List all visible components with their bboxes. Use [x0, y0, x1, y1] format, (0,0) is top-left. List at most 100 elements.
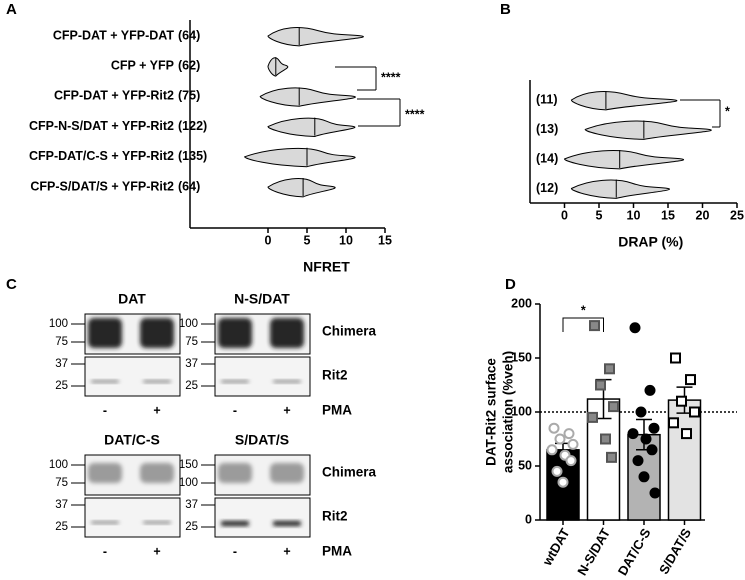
n-label: (75) [178, 89, 200, 103]
n-label: (62) [178, 58, 200, 72]
mw-marker: 75 [55, 336, 68, 348]
mw-marker: 37 [55, 499, 68, 511]
data-point [548, 422, 560, 434]
lane-label: Rit2 [322, 509, 348, 524]
y-tick-label: 150 [511, 350, 532, 364]
blot [214, 356, 311, 397]
blot [84, 356, 181, 397]
blot-title: DAT/C-S [104, 432, 160, 448]
band [218, 463, 252, 483]
n-label: (12) [536, 181, 558, 195]
violin [563, 150, 685, 170]
category-label: CFP-S/DAT/S + YFP-Rit2 [30, 179, 174, 193]
data-point [685, 374, 696, 386]
data-point [604, 363, 615, 375]
data-point [557, 476, 569, 488]
band [218, 318, 252, 348]
data-point [554, 433, 566, 445]
y-tick-label: 100 [511, 404, 532, 418]
n-label: (135) [178, 149, 207, 163]
violin [267, 117, 356, 138]
data-point [551, 465, 563, 477]
mw-marker: 100 [179, 477, 198, 489]
condition: - [233, 544, 237, 558]
band [270, 463, 304, 483]
category-label: CFP + YFP [111, 58, 174, 72]
mw-marker: 100 [49, 459, 68, 471]
x-tick-label: 15 [378, 233, 392, 247]
data-point [546, 444, 558, 456]
violin [244, 147, 356, 168]
band [88, 463, 122, 483]
data-point [565, 455, 577, 467]
y-tick-label: 200 [511, 296, 532, 310]
condition: - [233, 403, 237, 417]
mw-marker: 150 [179, 459, 198, 471]
blot-title: S/DAT/S [235, 432, 289, 448]
mw-marker: 37 [185, 358, 198, 370]
data-point [668, 417, 679, 429]
mw-marker: 37 [55, 358, 68, 370]
x-tick-label: 0 [561, 208, 568, 222]
n-label: (13) [536, 122, 558, 136]
band [140, 463, 174, 483]
band [273, 521, 301, 526]
violin [267, 178, 336, 198]
condition: + [153, 544, 160, 558]
y-tick-label: 0 [525, 512, 532, 526]
data-point [640, 433, 652, 445]
panel-label: B [500, 1, 511, 18]
significance: **** [381, 70, 401, 84]
data-point [629, 322, 641, 334]
x-tick-label: 5 [596, 208, 603, 222]
n-label: (11) [536, 92, 558, 106]
significance: * [725, 104, 730, 118]
band [221, 521, 249, 526]
condition: + [153, 403, 160, 417]
x-tick-label: 15 [661, 208, 675, 222]
data-point [600, 433, 611, 445]
lane-label: Chimera [322, 324, 377, 339]
treatment-label: PMA [322, 403, 352, 418]
data-point [635, 406, 647, 418]
y-tick-label: 50 [518, 458, 532, 472]
violin [584, 120, 712, 140]
x-tick-label: 5 [304, 233, 311, 247]
blot [214, 497, 311, 538]
condition: + [283, 544, 290, 558]
mw-marker: 25 [185, 380, 198, 392]
x-tick-label: 10 [339, 233, 353, 247]
mw-marker: 25 [55, 380, 68, 392]
violin [267, 57, 289, 77]
x-tick-label: 20 [696, 208, 710, 222]
violin [570, 91, 678, 111]
band [140, 318, 174, 348]
lane-label: Rit2 [322, 368, 348, 383]
x-tick-label: wtDAT [539, 526, 573, 569]
data-point [670, 352, 681, 364]
category-label: CFP-DAT/C-S + YFP-Rit2 [29, 149, 174, 163]
data-point [632, 455, 644, 467]
mw-marker: 75 [185, 336, 198, 348]
violin [267, 27, 364, 47]
x-tick-label: N-S/DAT [574, 526, 613, 578]
violin [570, 179, 670, 199]
data-point [646, 444, 658, 456]
data-point [567, 438, 579, 450]
data-point [644, 384, 656, 396]
mw-marker: 25 [55, 521, 68, 533]
x-axis-label: DRAP (%) [618, 234, 683, 250]
mw-marker: 100 [49, 318, 68, 330]
mw-marker: 100 [179, 318, 198, 330]
x-tick-label: S/DAT/S [656, 525, 694, 576]
data-point [589, 320, 600, 332]
y-axis-label: association (%veh) [501, 351, 516, 473]
data-point [627, 428, 639, 440]
x-tick-label: 25 [730, 208, 744, 222]
band [143, 521, 171, 524]
x-tick-label: 0 [265, 233, 272, 247]
band [273, 380, 301, 383]
band [91, 380, 119, 383]
n-label: (14) [536, 151, 558, 165]
